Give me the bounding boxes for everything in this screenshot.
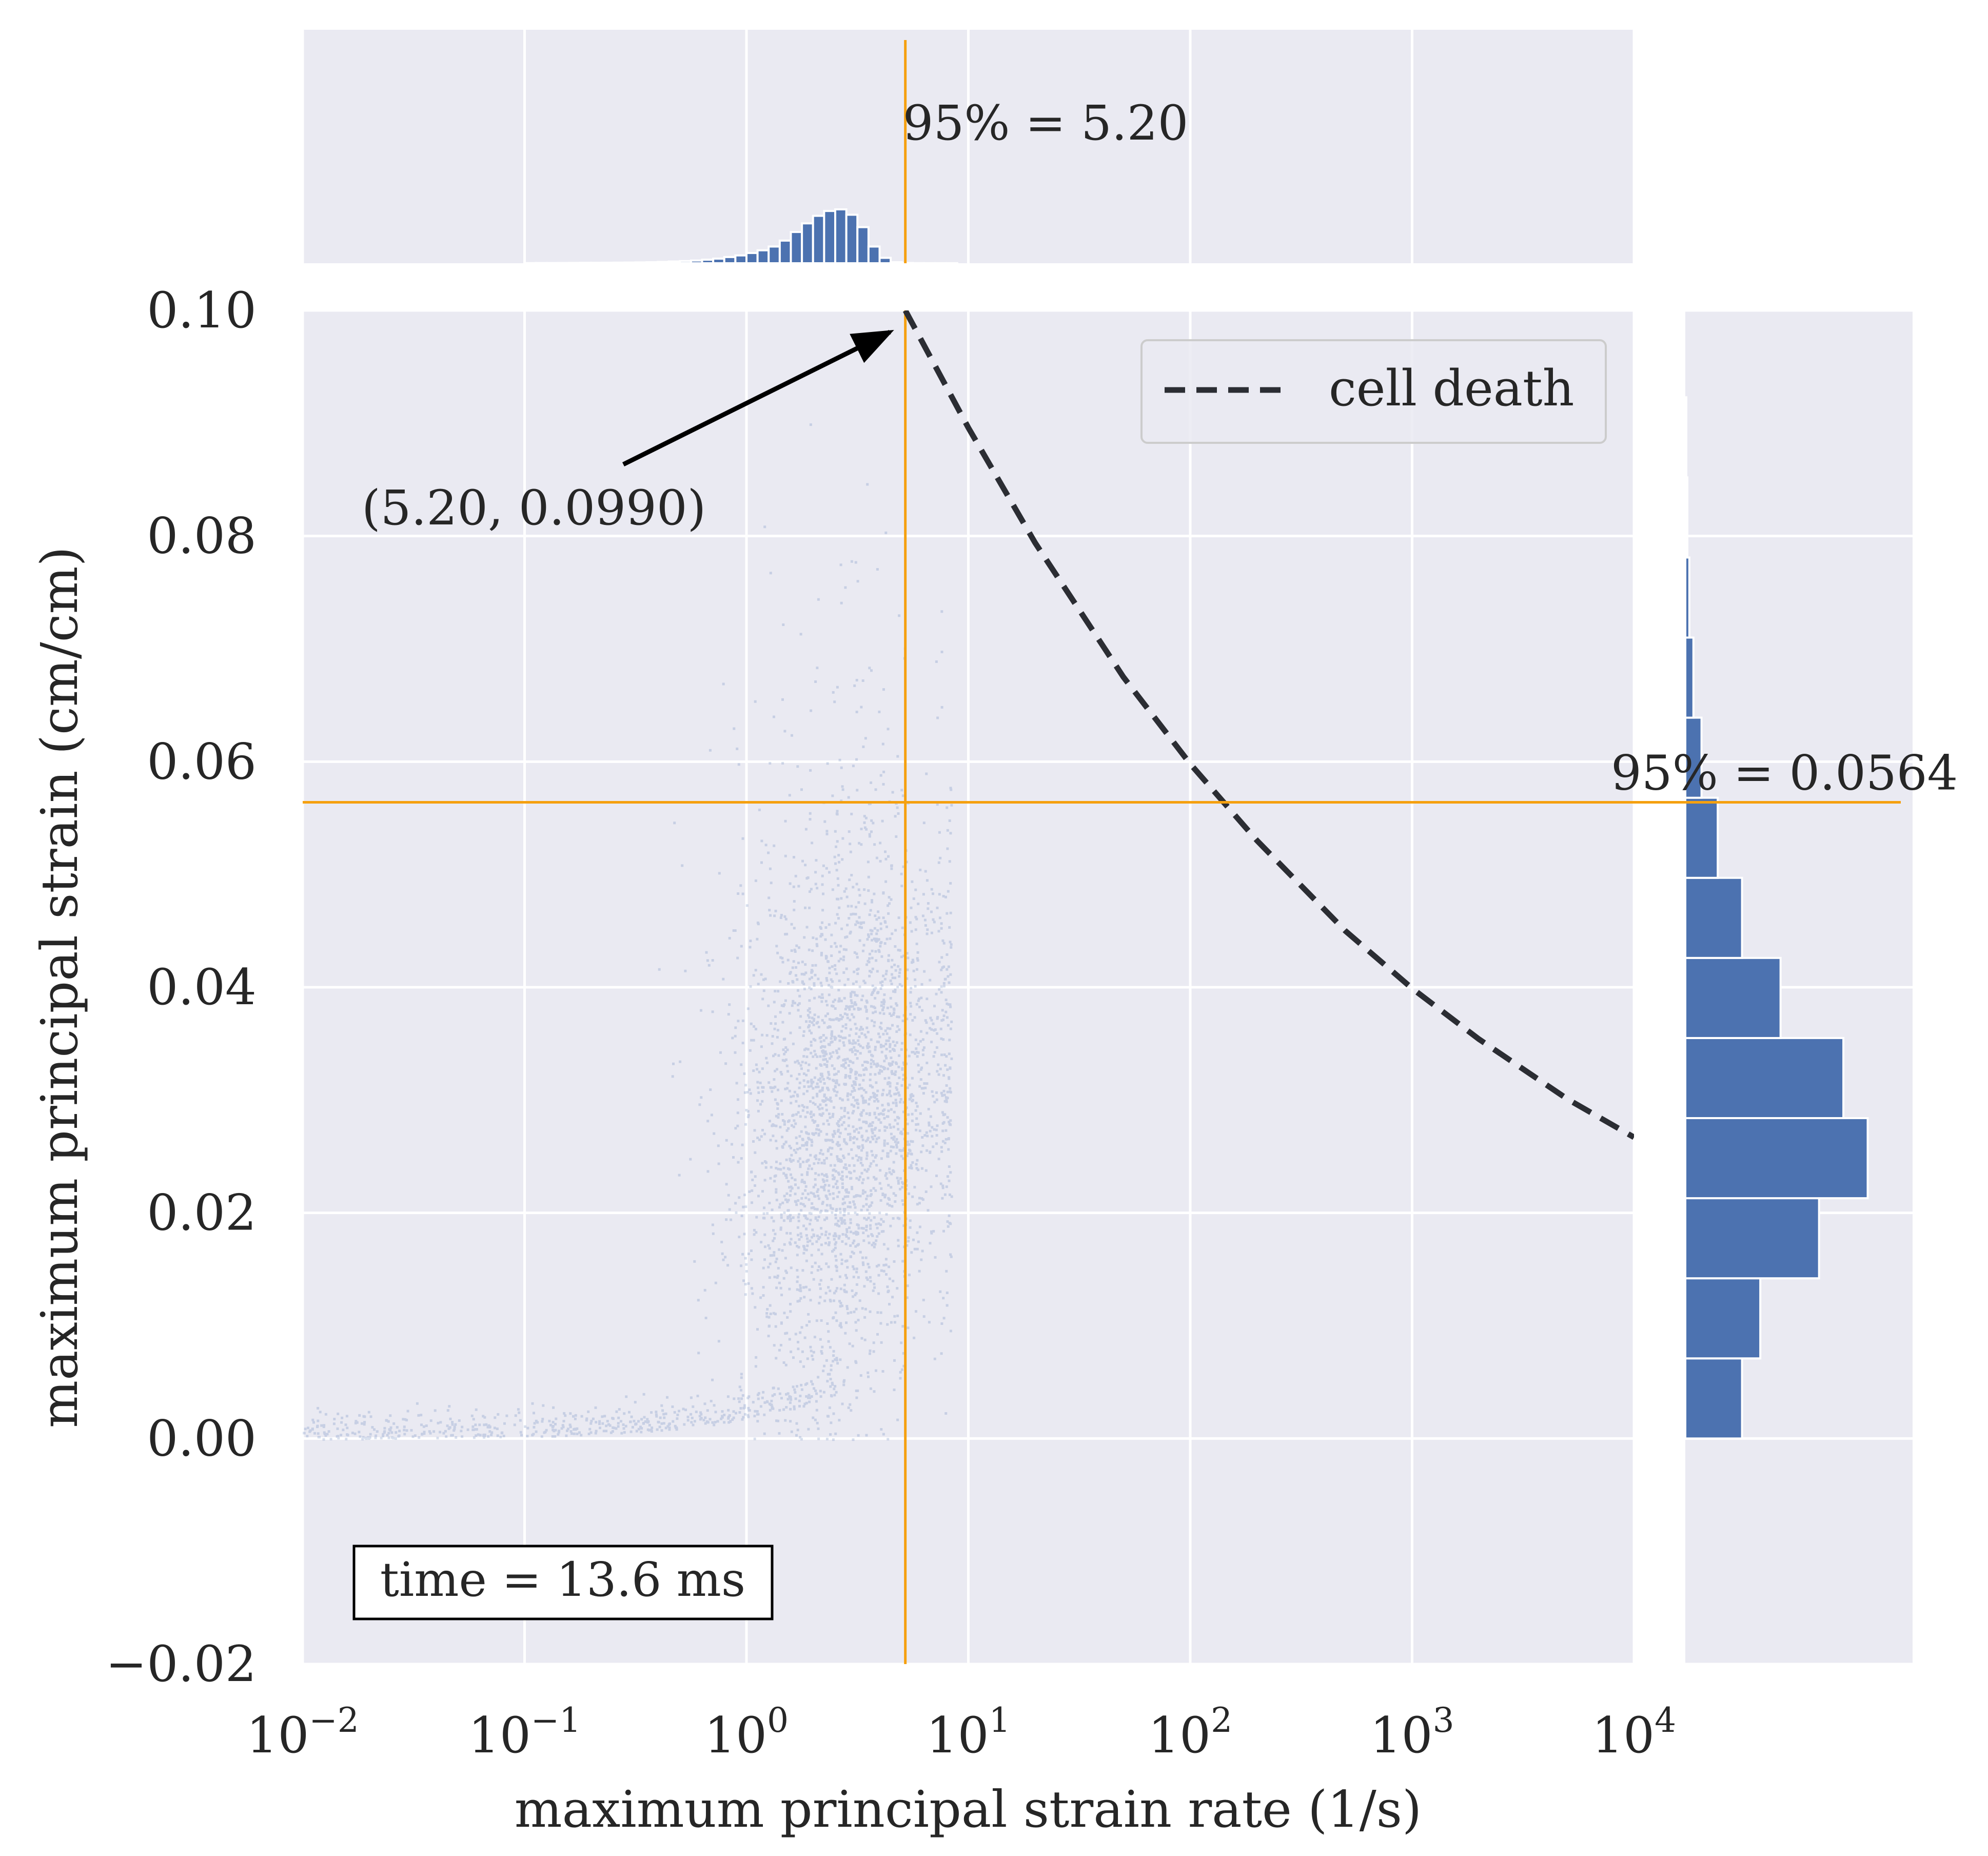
y-histogram-bar bbox=[1685, 1037, 1845, 1120]
x-marginal-gridlines bbox=[301, 30, 1636, 263]
main-plot: (5.20, 0.0990) cell death time = 13.6 ms bbox=[301, 309, 1636, 1666]
x-histogram-bar bbox=[823, 210, 836, 263]
y-axis-ticks: −0.02 0.00 0.02 0.04 0.06 0.08 0.10 bbox=[106, 282, 257, 1693]
y-histogram-bar bbox=[1685, 1197, 1820, 1280]
y-histogram-bar bbox=[1685, 1277, 1762, 1360]
time-box-border bbox=[352, 1545, 774, 1620]
y-histogram-bar bbox=[1685, 796, 1719, 879]
x-histogram-bar bbox=[890, 261, 903, 263]
x-marginal-bars bbox=[523, 208, 958, 263]
x-histogram-bar bbox=[790, 231, 803, 263]
x-histogram-bar bbox=[679, 260, 692, 263]
x-histogram-bar bbox=[856, 226, 870, 263]
x-histogram-bar bbox=[690, 259, 703, 263]
legend-label-cell-death: cell death bbox=[1329, 360, 1574, 417]
y-histogram-bar bbox=[1685, 1117, 1869, 1200]
x-histogram-bar bbox=[867, 245, 881, 263]
x-tick-label: 103 bbox=[1370, 1701, 1454, 1764]
x-tick-label: 100 bbox=[704, 1701, 789, 1764]
x-histogram-bar bbox=[801, 222, 814, 263]
y-tick-label: 0.08 bbox=[147, 507, 257, 565]
x-axis-ticks: 10−2 10−1 100 101 102 103 104 bbox=[246, 1701, 1676, 1764]
y-histogram-bar bbox=[1685, 476, 1688, 559]
time-label: time = 13.6 ms bbox=[380, 1552, 745, 1607]
main-gridlines bbox=[301, 309, 1636, 1666]
x-histogram-bar bbox=[767, 245, 781, 263]
x-tick-label: 104 bbox=[1592, 1701, 1676, 1764]
y-tick-label: −0.02 bbox=[106, 1635, 257, 1693]
x-histogram-bar bbox=[701, 259, 715, 263]
y-histogram-bar bbox=[1685, 716, 1703, 799]
y-histogram-bar bbox=[1685, 556, 1690, 639]
x-axis-label: maximum principal strain rate (1/s) bbox=[515, 1781, 1422, 1839]
annotation-arrow bbox=[622, 329, 894, 467]
y-tick-label: 0.10 bbox=[147, 282, 257, 339]
x-histogram-bar bbox=[778, 239, 792, 263]
y-marginal-histogram bbox=[1685, 309, 1913, 1666]
y-histogram-bar bbox=[1685, 956, 1782, 1039]
annotation-label: (5.20, 0.0990) bbox=[362, 480, 706, 536]
x-histogram-bar bbox=[845, 213, 859, 263]
y-tick-label: 0.04 bbox=[147, 959, 257, 1016]
scatter-points bbox=[303, 423, 953, 1441]
y-threshold-label: 95% = 0.0564 bbox=[1611, 745, 1958, 801]
x-histogram-bar bbox=[812, 214, 825, 263]
x-marginal-histogram: 95% = 5.20 bbox=[301, 30, 1636, 263]
x-histogram-bar bbox=[834, 208, 848, 263]
y-tick-label: 0.02 bbox=[147, 1184, 257, 1242]
y-histogram-bar bbox=[1685, 396, 1687, 479]
y-marginal-bars bbox=[1685, 396, 1869, 1440]
x-histogram-bar bbox=[667, 260, 681, 263]
x-tick-label: 10−1 bbox=[468, 1701, 581, 1764]
y-axis-label: maximum principal strain (cm/cm) bbox=[31, 546, 89, 1428]
x-histogram-bar bbox=[878, 257, 892, 263]
x-threshold-label: 95% = 5.20 bbox=[903, 95, 1189, 151]
time-box: time = 13.6 ms bbox=[352, 1545, 774, 1620]
y-histogram-bar bbox=[1685, 636, 1695, 719]
legend: cell death bbox=[1140, 339, 1607, 444]
x-tick-label: 10−2 bbox=[246, 1701, 359, 1764]
x-histogram-bar bbox=[745, 252, 759, 263]
x-histogram-bar bbox=[657, 261, 670, 263]
y-histogram-bar bbox=[1685, 1357, 1743, 1440]
scatter-point-cloud bbox=[303, 423, 953, 1441]
x-histogram-bar bbox=[734, 254, 747, 263]
y-tick-label: 0.00 bbox=[147, 1410, 257, 1467]
x-histogram-bar bbox=[712, 258, 725, 263]
x-histogram-bar bbox=[723, 256, 737, 263]
x-histogram-bar bbox=[634, 261, 648, 263]
y-tick-label: 0.06 bbox=[147, 733, 257, 790]
x-histogram-bar bbox=[645, 261, 659, 263]
y-histogram-bar bbox=[1685, 876, 1743, 959]
cell-death-curve bbox=[902, 310, 1634, 1140]
x-tick-label: 101 bbox=[926, 1701, 1010, 1764]
x-histogram-bar bbox=[756, 249, 770, 263]
x-tick-label: 102 bbox=[1148, 1701, 1232, 1764]
legend-box bbox=[1140, 339, 1607, 444]
